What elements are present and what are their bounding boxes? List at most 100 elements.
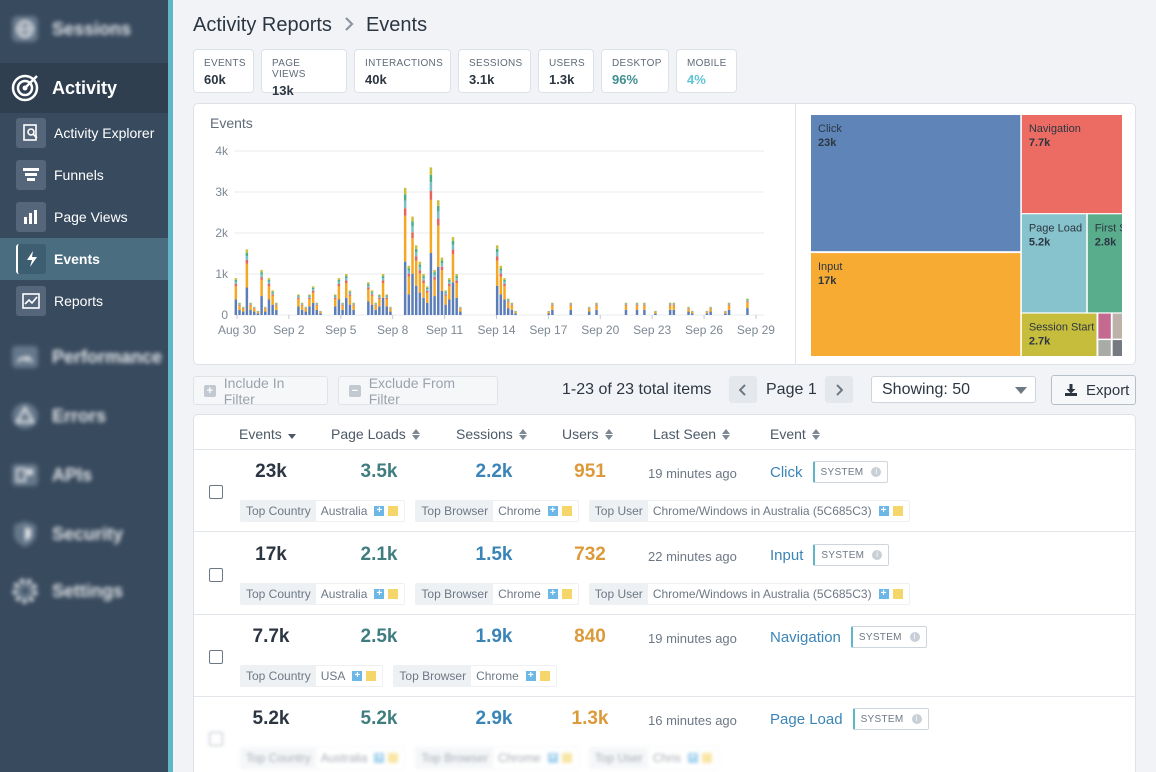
treemap-tile[interactable] <box>811 115 1021 252</box>
exclude-tag-icon[interactable] <box>539 671 550 681</box>
event-name-link[interactable]: Click <box>770 463 803 481</box>
exclude-label: Exclude From Filter <box>368 374 456 407</box>
sidebar-item-activity[interactable]: Activity <box>0 63 168 113</box>
bar-segment <box>348 291 352 293</box>
bar-segment <box>267 281 271 285</box>
exclude-tag-icon[interactable] <box>388 589 399 599</box>
info-icon[interactable]: i <box>909 632 920 642</box>
sidebar-item-label: APIs <box>52 464 93 485</box>
next-page-button[interactable] <box>825 376 853 403</box>
sidebar-item-errors[interactable]: Errors <box>0 391 168 441</box>
column-header-sessions[interactable]: Sessions <box>456 426 527 442</box>
treemap-tile[interactable] <box>1087 214 1122 313</box>
exclude-tag-icon[interactable] <box>561 589 572 599</box>
bar-segment <box>381 278 385 281</box>
exclude-tag-icon[interactable] <box>388 753 399 763</box>
include-tag-icon[interactable]: + <box>374 589 385 599</box>
info-icon[interactable]: i <box>872 550 883 560</box>
bar-segment <box>551 309 554 315</box>
events-bar-chart[interactable]: 0 1k 2k 3k 4k Aug 30 Sep 2 Sep 5 Sep 8 Sep 11 Sep … <box>194 104 794 364</box>
treemap-tile[interactable] <box>1098 340 1111 356</box>
system-badge: SYSTEM i <box>850 626 927 648</box>
exclude-tag-icon[interactable] <box>892 506 903 516</box>
sidebar-item-settings[interactable]: Settings <box>0 566 168 616</box>
bar-segment <box>433 279 436 297</box>
include-in-filter-button[interactable]: + Include In Filter <box>193 375 328 407</box>
sidebar-item-performance[interactable]: Performance <box>0 332 168 382</box>
row-checkbox[interactable] <box>209 650 223 664</box>
events-treemap[interactable]: Click 23k Navigation 7.7k Input 17k Page Load 5… <box>811 115 1122 356</box>
column-header-event[interactable]: Event <box>770 426 820 442</box>
info-icon[interactable]: i <box>911 714 922 724</box>
bar-segment <box>705 311 709 314</box>
sidebar-item-activity-explorer[interactable]: Activity Explorer <box>0 112 168 154</box>
include-tag-icon[interactable]: + <box>687 753 698 763</box>
include-tag-icon[interactable]: + <box>374 753 385 763</box>
include-tag-icon[interactable]: + <box>547 753 558 763</box>
sidebar-item-funnels[interactable]: Funnels <box>0 154 168 196</box>
exclude-tag-icon[interactable] <box>388 506 399 516</box>
sidebar-item-apis[interactable]: APIs <box>0 450 168 500</box>
bar-segment <box>510 304 514 306</box>
treemap-tile[interactable] <box>1098 313 1111 339</box>
column-header-page-loads[interactable]: Page Loads <box>331 426 420 442</box>
event-name-link[interactable]: Navigation <box>770 628 841 646</box>
info-icon[interactable]: i <box>871 467 882 477</box>
treemap-tile[interactable] <box>1021 214 1087 313</box>
treemap-tile[interactable] <box>1021 115 1122 214</box>
column-header-events[interactable]: Events <box>239 426 296 442</box>
bar-segment <box>433 274 436 278</box>
table-row[interactable]: 17k 2.1k 1.5k 732 22 minutes ago Input S… <box>194 533 1135 615</box>
row-checkbox[interactable] <box>209 485 223 499</box>
export-button[interactable]: Export <box>1051 375 1136 405</box>
exclude-tag-icon[interactable] <box>561 753 572 763</box>
table-row[interactable]: 5.2k 5.2k 2.9k 1.3k 16 minutes ago Page … <box>194 697 1135 772</box>
exclude-tag-icon[interactable] <box>701 753 712 763</box>
page-size-select[interactable]: Showing: 50 <box>871 376 1036 403</box>
sidebar-item-reports[interactable]: Reports <box>0 280 168 322</box>
y-tick-label: 3k <box>215 185 229 199</box>
table-row[interactable]: 23k 3.5k 2.2k 951 19 minutes ago Click S… <box>194 450 1135 532</box>
table-row[interactable]: 7.7k 2.5k 1.9k 840 19 minutes ago Naviga… <box>194 615 1135 697</box>
bar-segment <box>724 311 727 314</box>
include-tag-icon[interactable]: + <box>878 589 889 599</box>
include-tag-icon[interactable]: + <box>878 506 889 516</box>
bar-segment <box>238 304 241 306</box>
sidebar-item-page-views[interactable]: Page Views <box>0 196 168 238</box>
row-checkbox[interactable] <box>209 732 223 746</box>
bar-segment <box>245 259 249 264</box>
exclude-tag-icon[interactable] <box>892 589 903 599</box>
sidebar-item-sessions[interactable]: Sessions <box>0 4 168 54</box>
breadcrumb-parent[interactable]: Activity Reports <box>193 14 332 36</box>
event-name-link[interactable]: Page Load <box>770 710 843 728</box>
include-tag-icon[interactable]: + <box>547 589 558 599</box>
treemap-tile[interactable] <box>1112 340 1122 356</box>
exclude-from-filter-button[interactable]: − Exclude From Filter <box>338 374 498 407</box>
exclude-tag-icon[interactable] <box>366 671 377 681</box>
exclude-tag-icon[interactable] <box>561 506 572 516</box>
include-tag-icon[interactable]: + <box>374 506 385 516</box>
sidebar-item-events[interactable]: Events <box>0 238 168 280</box>
treemap-tile[interactable] <box>811 253 1021 356</box>
bar-segment <box>300 303 304 304</box>
column-header-users[interactable]: Users <box>562 426 613 442</box>
bar-segment <box>643 305 646 310</box>
include-tag-icon[interactable]: + <box>547 506 558 516</box>
column-header-last-seen[interactable]: Last Seen <box>653 426 731 442</box>
bar-segment <box>304 311 308 315</box>
cell-event: Navigation SYSTEM i <box>770 626 927 648</box>
sidebar-item-security[interactable]: Security <box>0 509 168 559</box>
pagination-summary: 1-23 of 23 total items <box>562 381 712 398</box>
tag-top-country: Top Country Australia + <box>240 500 406 522</box>
bar-segment <box>705 313 709 315</box>
row-checkbox[interactable] <box>209 568 223 582</box>
cell-events: 5.2k <box>252 708 290 729</box>
treemap-tile[interactable] <box>1112 313 1122 339</box>
treemap-tile[interactable] <box>1021 313 1097 356</box>
bar-segment <box>455 278 458 281</box>
event-name-link[interactable]: Input <box>770 546 804 564</box>
prev-page-button[interactable] <box>729 376 757 403</box>
bar-segment <box>411 221 414 227</box>
include-tag-icon[interactable]: + <box>525 671 536 681</box>
include-tag-icon[interactable]: + <box>352 671 363 681</box>
